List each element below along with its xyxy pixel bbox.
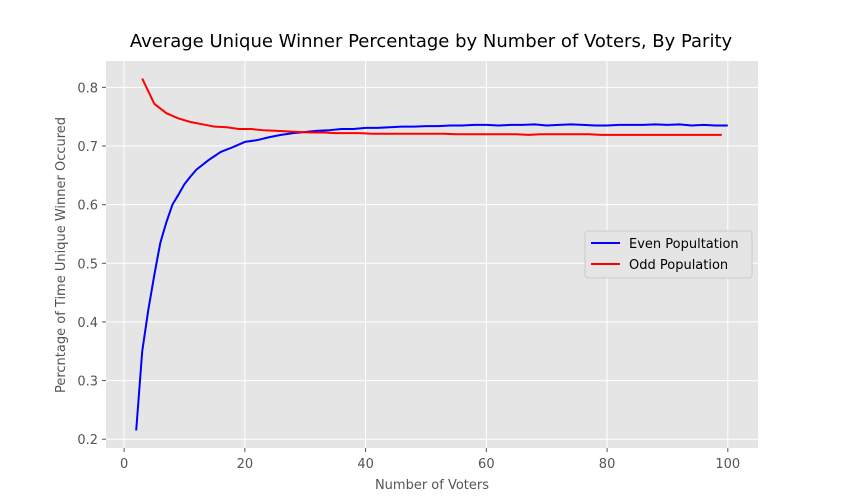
y-axis-ticks: 0.2 0.3 0.4 0.5 0.6 0.7 0.8 [77, 81, 106, 448]
x-tick-label: 100 [715, 457, 740, 472]
series-layer [135, 78, 728, 431]
y-tick-label: 0.2 [77, 433, 98, 448]
y-tick-label: 0.6 [77, 199, 98, 214]
legend-box [584, 230, 753, 279]
y-tick-label: 0.8 [77, 81, 98, 96]
y-axis-label: Percntage of Time Unique Winner Occured [54, 117, 69, 393]
y-tick-label: 0.5 [77, 257, 98, 272]
y-tick-label: 0.7 [77, 140, 98, 155]
x-tick-label: 60 [478, 457, 495, 472]
series-line-odd [141, 78, 722, 136]
x-tick-label: 40 [357, 457, 374, 472]
y-tick-label: 0.4 [77, 316, 98, 331]
legend-label-even: Even Popultation [629, 237, 739, 252]
x-axis-ticks: 0 20 40 60 80 100 [120, 448, 740, 472]
legend-label-odd: Odd Population [629, 258, 728, 273]
x-axis-label: Number of Voters [375, 478, 489, 493]
series-line-even [135, 123, 728, 431]
y-tick-label: 0.3 [77, 375, 98, 390]
legend: Even Popultation Odd Population [584, 230, 753, 279]
x-tick-label: 20 [237, 457, 254, 472]
x-tick-label: 80 [599, 457, 616, 472]
x-tick-label: 0 [120, 457, 128, 472]
chart-title: Average Unique Winner Percentage by Numb… [130, 31, 733, 52]
